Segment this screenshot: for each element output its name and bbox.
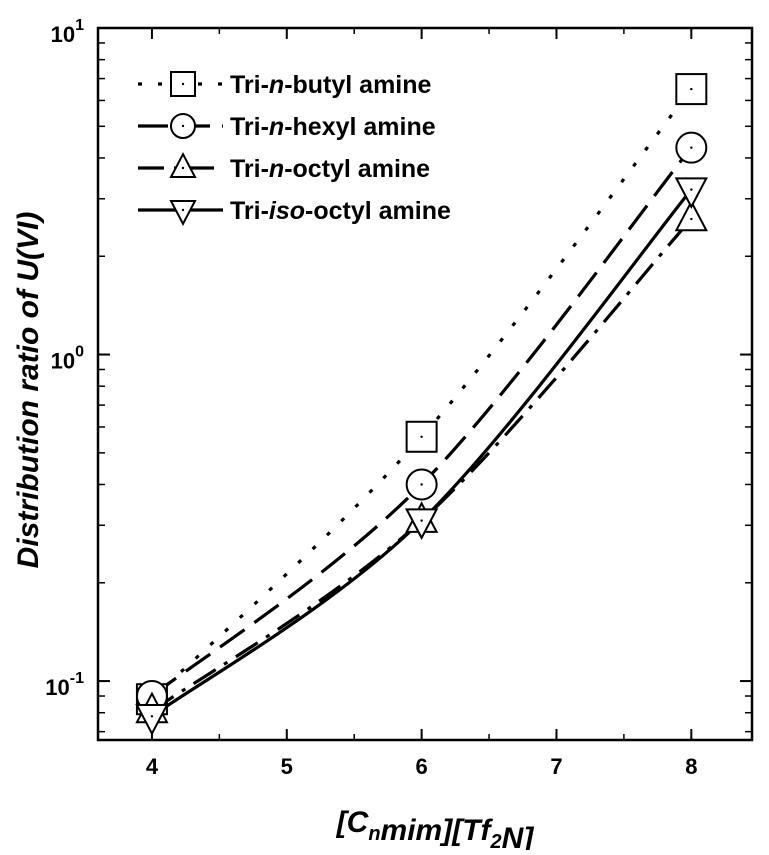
legend-marker-dot xyxy=(181,82,185,86)
data-point-dot xyxy=(690,217,693,221)
legend: Tri-n-butyl amine Tri-n-hexyl amine Tri-n-… xyxy=(138,71,451,226)
series-markers-3 xyxy=(135,177,708,736)
data-point-dot xyxy=(690,87,693,91)
data-point xyxy=(674,199,708,232)
data-point-dot xyxy=(420,435,423,438)
data-point-dot xyxy=(690,188,693,191)
x-tick-label: 8 xyxy=(685,754,697,779)
legend-marker-dot xyxy=(181,124,185,128)
legend-label: Tri-n-octyl amine xyxy=(230,155,430,183)
legend-marker-dot xyxy=(181,208,185,212)
x-tick-label: 4 xyxy=(146,754,159,779)
x-tick-label: 7 xyxy=(550,754,562,779)
data-point-dot xyxy=(420,519,423,522)
data-point-dot xyxy=(690,146,693,149)
data-point-dot xyxy=(150,715,154,718)
data-point xyxy=(404,508,439,541)
data-point xyxy=(135,704,169,736)
x-tick-label: 5 xyxy=(281,754,293,779)
y-tick-label: 101 xyxy=(51,17,84,47)
legend-marker xyxy=(169,200,197,226)
y-tick-label: 10-1 xyxy=(45,670,84,700)
plot-frame xyxy=(96,26,754,742)
data-point-dot xyxy=(420,483,423,486)
legend-label: Tri-n-butyl amine xyxy=(230,71,432,99)
x-axis-title: [Cnmim][Tf2N] xyxy=(336,806,535,850)
legend-label: Tri-n-hexyl amine xyxy=(230,113,436,141)
x-tick-label: 6 xyxy=(416,754,428,779)
data-point xyxy=(674,177,708,209)
y-tick-label: 100 xyxy=(51,344,84,374)
legend-marker xyxy=(169,152,197,178)
legend-marker-dot xyxy=(181,166,185,170)
y-axis-title: Distribution ratio of U(VI) xyxy=(12,212,45,569)
legend-label: Tri-iso-octyl amine xyxy=(230,197,451,225)
